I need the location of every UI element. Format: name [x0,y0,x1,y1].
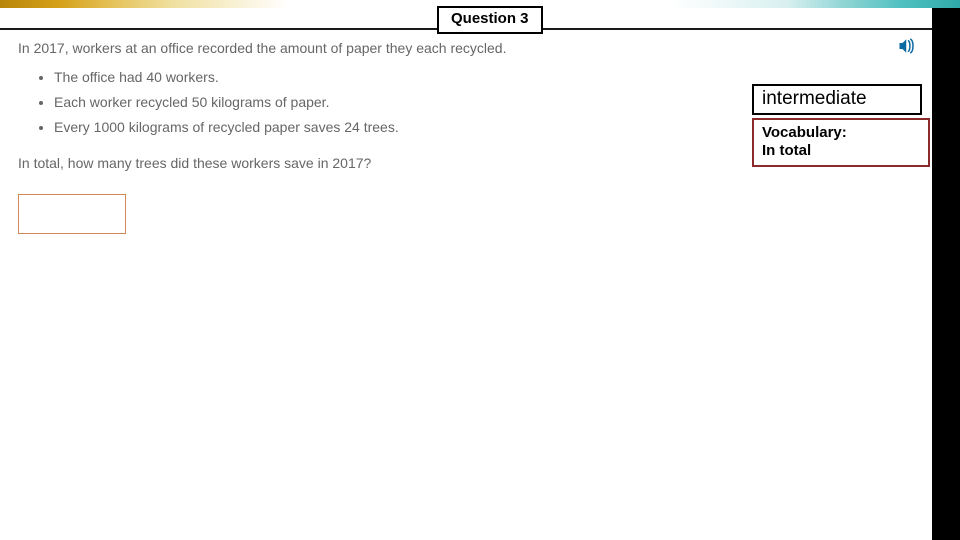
bullet-item: The office had 40 workers. [54,68,399,87]
difficulty-level-box: intermediate [752,84,922,115]
vocabulary-card: Vocabulary: In total [752,118,930,167]
question-number-box: Question 3 [437,6,543,34]
speaker-icon[interactable] [898,38,916,54]
problem-bullets: The office had 40 workers. Each worker r… [38,68,399,143]
right-black-panel [932,8,960,540]
answer-input[interactable] [18,194,126,234]
problem-intro: In 2017, workers at an office recorded t… [18,40,506,56]
vocabulary-word: In total [762,142,920,160]
bullet-item: Each worker recycled 50 kilograms of pap… [54,93,399,112]
vocabulary-title: Vocabulary: [762,124,920,142]
bullet-item: Every 1000 kilograms of recycled paper s… [54,118,399,137]
problem-prompt: In total, how many trees did these worke… [18,155,371,171]
slide: Question 3 In 2017, workers at an office… [0,0,960,540]
